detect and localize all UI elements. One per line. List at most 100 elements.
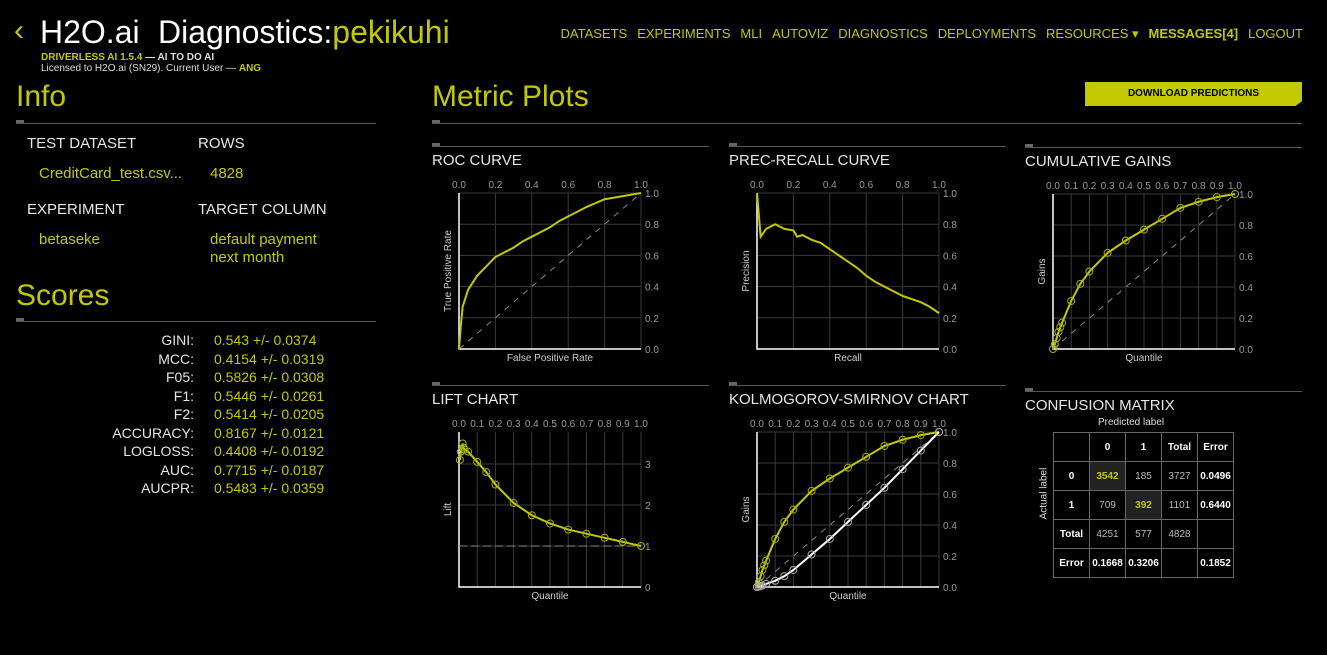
nav-resources[interactable]: RESOURCES ▾ <box>1046 26 1139 41</box>
info-heading: Info <box>16 80 67 113</box>
matrix-cell: 0 <box>1089 432 1126 462</box>
nav-deployments[interactable]: DEPLOYMENTS <box>937 26 1037 41</box>
x-tick-label: 0.7 <box>579 419 593 430</box>
nav-datasets[interactable]: DATASETS <box>560 26 628 41</box>
x-tick-label: 0.5 <box>1137 181 1151 192</box>
x-tick-label: 0.5 <box>543 419 557 430</box>
x-tick-label: 0.9 <box>1210 181 1224 192</box>
nav-mli[interactable]: MLI <box>740 26 763 41</box>
y-tick-label: 0.0 <box>1239 345 1253 356</box>
nav-logout[interactable]: LOGOUT <box>1248 26 1303 41</box>
data-point <box>844 517 852 526</box>
data-point <box>762 556 771 565</box>
axes <box>756 193 939 350</box>
score-value: 0.543 +/- 0.0374 <box>214 332 317 348</box>
data-point <box>758 581 767 590</box>
x-tick-label: 0.0 <box>452 180 466 191</box>
y-axis-label: True Positive Rate <box>443 230 454 312</box>
predicted-label: Predicted label <box>1098 417 1165 428</box>
experiment-label: EXPERIMENT <box>27 201 125 218</box>
matrix-cell: 1101 <box>1161 490 1198 520</box>
y-tick-label: 0.4 <box>943 521 957 532</box>
gains-title: CUMULATIVE GAINS <box>1025 153 1172 170</box>
top-nav: DATASETS EXPERIMENTS MLI AUTOVIZ DIAGNOS… <box>561 26 1303 42</box>
data-point <box>758 565 767 574</box>
matrix-cell: 1 <box>1125 432 1162 462</box>
data-point <box>482 468 491 477</box>
tagline: — AI TO DO AI <box>142 52 215 63</box>
confusion-matrix-title: CONFUSION MATRIX <box>1025 397 1175 414</box>
data-point <box>756 582 765 591</box>
matrix-cell: 185 <box>1125 461 1162 491</box>
score-value: 0.8167 +/- 0.0121 <box>214 424 325 441</box>
x-axis-label: False Positive Rate <box>507 353 594 364</box>
y-tick-label: 0.2 <box>645 314 659 325</box>
data-point <box>898 465 907 474</box>
matrix-cell: 709 <box>1089 490 1126 520</box>
score-value: 0.5826 +/- 0.0308 <box>214 369 325 385</box>
data-point <box>753 583 761 591</box>
nav-diagnostics[interactable]: DIAGNOSTICS <box>838 26 928 41</box>
roc-title: ROC CURVE <box>432 152 522 169</box>
y-tick-label: 1.0 <box>943 428 957 439</box>
data-point <box>491 480 500 489</box>
data-point <box>825 474 834 483</box>
data-point <box>458 439 467 448</box>
test-dataset-value[interactable]: CreditCard_test.csv... <box>39 165 183 182</box>
score-value: 0.5414 +/- 0.0205 <box>214 406 325 422</box>
data-point <box>898 435 907 444</box>
y-tick-label: 0 <box>645 583 651 594</box>
lift-title: LIFT CHART <box>432 391 519 408</box>
x-tick-label: 0.7 <box>1173 181 1187 192</box>
matrix-cell: 4828 <box>1161 519 1198 549</box>
data-point <box>473 457 482 466</box>
x-tick-label: 0.1 <box>1064 181 1078 192</box>
matrix-cell: 577 <box>1125 519 1162 549</box>
score-value: 0.4154 +/- 0.0319 <box>214 350 325 367</box>
divider <box>432 382 709 386</box>
data-point <box>780 517 789 526</box>
x-tick-label: 0.8 <box>598 419 612 430</box>
target-column-value-1: default payment <box>210 231 317 248</box>
matrix-row: 1 709 392 1101 0.6440 <box>1053 490 1234 520</box>
y-tick-label: 0.0 <box>943 345 957 356</box>
matrix-cell <box>1053 432 1090 462</box>
data-point <box>1140 225 1148 234</box>
data-point <box>1049 345 1057 353</box>
target-column-label: TARGET COLUMN <box>198 201 327 218</box>
data-point <box>1103 248 1112 257</box>
score-label: AUC: <box>160 461 194 478</box>
nav-autoviz[interactable]: AUTOVIZ <box>772 26 829 41</box>
test-dataset-label: TEST DATASET <box>27 135 137 152</box>
data-point <box>760 561 769 570</box>
divider <box>1025 388 1302 392</box>
brand-logo[interactable]: H2O.ai <box>40 14 140 50</box>
data-point <box>825 534 834 543</box>
data-point <box>1212 193 1221 202</box>
download-predictions-button[interactable]: DOWNLOAD PREDICTIONS <box>1085 82 1302 106</box>
x-tick-label: 0.4 <box>823 419 837 430</box>
nav-experiments[interactable]: EXPERIMENTS <box>637 26 731 41</box>
x-tick-label: 0.6 <box>1155 181 1169 192</box>
data-point <box>582 529 591 538</box>
series-line <box>458 443 642 547</box>
diagonal-reference <box>458 192 642 350</box>
score-value: 0.7715 +/- 0.0187 <box>214 461 325 478</box>
experiment-value[interactable]: betaseke <box>39 231 100 248</box>
x-tick-label: 0.8 <box>1192 181 1206 192</box>
x-tick-label: 0.7 <box>877 419 891 430</box>
product-name: DRIVERLESS AI 1.5.4 <box>41 52 143 63</box>
back-chevron-icon[interactable]: ‹ <box>14 14 24 47</box>
data-point <box>762 579 771 588</box>
y-tick-label: 0.8 <box>1239 221 1253 232</box>
axes <box>1052 194 1235 350</box>
x-tick-label: 1.0 <box>932 419 946 430</box>
score-label: F2: <box>173 406 194 422</box>
matrix-cell: Total <box>1161 432 1198 462</box>
rows-label: ROWS <box>198 135 245 152</box>
y-tick-label: 0.6 <box>645 251 659 262</box>
data-point <box>1067 296 1076 305</box>
nav-messages[interactable]: MESSAGES[4] <box>1148 26 1239 41</box>
matrix-cell: 4251 <box>1089 519 1126 549</box>
x-tick-label: 0.2 <box>1082 181 1096 192</box>
